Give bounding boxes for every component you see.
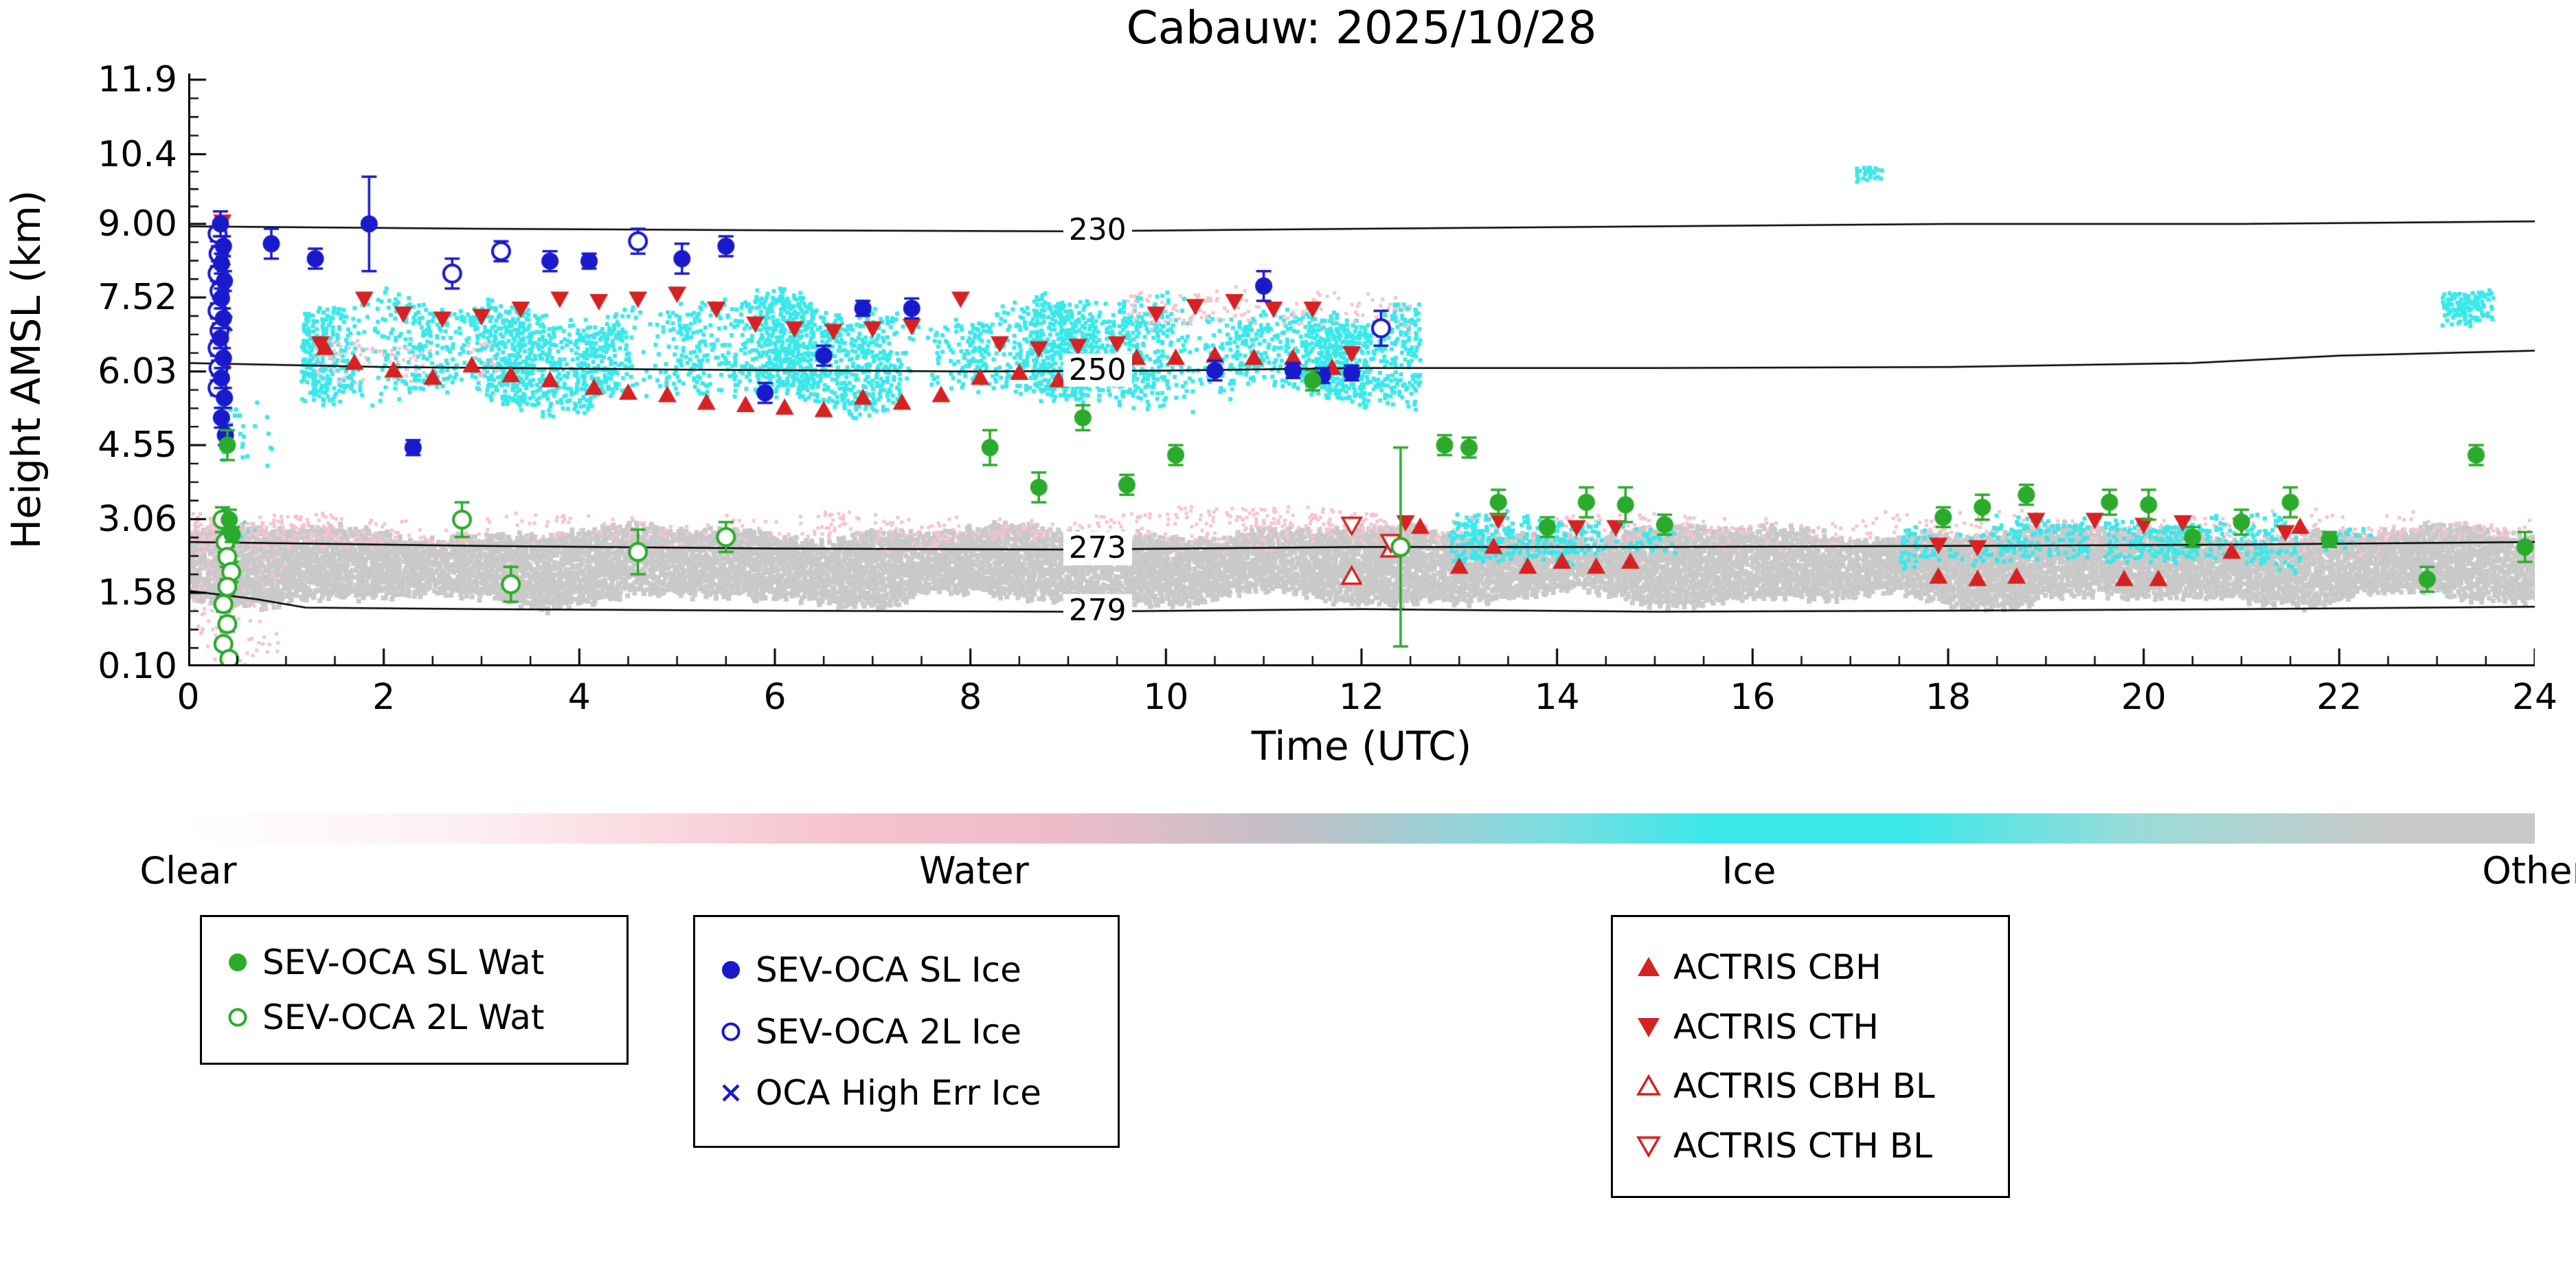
legend-item-2l-wat: SEV-OCA 2L Wat [223, 997, 606, 1037]
colorbar-label-water: Water [919, 849, 1029, 892]
y-tick-label: 1.58 [98, 572, 177, 613]
legend-label: SEV-OCA SL Ice [756, 949, 1021, 990]
legend-box-actris: ACTRIS CBH ACTRIS CTH ACTRIS CBH BL ACTR… [1611, 915, 2010, 1198]
legend-label: OCA High Err Ice [756, 1073, 1041, 1114]
x-tick-label: 16 [1730, 677, 1776, 718]
triangle-down-icon [1634, 1012, 1664, 1042]
x-tick-label: 18 [1925, 677, 1971, 718]
legend-item-cbh: ACTRIS CBH [1634, 947, 1987, 987]
x-tick-label: 24 [2511, 677, 2558, 718]
x-marker-icon [716, 1078, 746, 1108]
x-tick-label: 10 [1143, 677, 1189, 718]
x-tick-label: 8 [959, 677, 982, 718]
contour-label-279: 279 [1063, 594, 1132, 628]
legend-label: SEV-OCA 2L Wat [262, 997, 545, 1037]
triangle-up-icon [1634, 952, 1664, 982]
plot-area [188, 74, 2535, 666]
legend-item-cth-bl: ACTRIS CTH BL [1634, 1126, 1987, 1166]
x-axis-label: Time (UTC) [1251, 723, 1472, 769]
legend-item-high-err-ice: OCA High Err Ice [716, 1073, 1097, 1113]
legend-box-water: SEV-OCA SL Wat SEV-OCA 2L Wat [200, 915, 629, 1065]
triangle-down-open-icon [1634, 1131, 1664, 1161]
legend-label: ACTRIS CBH BL [1673, 1066, 1935, 1107]
colorbar-gradient [188, 813, 2535, 844]
contour-label-273: 273 [1063, 531, 1132, 565]
y-tick-label: 10.4 [98, 133, 177, 175]
contour-label-250: 250 [1063, 353, 1132, 387]
x-tick-label: 14 [1534, 677, 1580, 718]
legend-label: ACTRIS CTH BL [1673, 1125, 1933, 1166]
legend-label: ACTRIS CBH [1673, 947, 1882, 988]
filled-circle-icon [223, 947, 253, 978]
y-tick-label: 11.9 [98, 59, 177, 100]
x-tick-label: 4 [567, 677, 591, 718]
x-tick-label: 0 [177, 677, 200, 718]
x-tick-label: 6 [763, 677, 787, 718]
legend-item-sl-wat: SEV-OCA SL Wat [223, 942, 606, 982]
open-circle-icon [716, 1017, 746, 1047]
y-tick-label: 9.00 [98, 203, 177, 245]
legend-item-cth: ACTRIS CTH [1634, 1007, 1987, 1047]
legend-item-cbh-bl: ACTRIS CBH BL [1634, 1066, 1987, 1106]
triangle-up-open-icon [1634, 1071, 1664, 1101]
legend-box-ice: SEV-OCA SL Ice SEV-OCA 2L Ice OCA High E… [693, 915, 1120, 1148]
colorbar-label-ice: Ice [1721, 849, 1776, 892]
y-tick-label: 3.06 [98, 498, 177, 540]
open-circle-icon [223, 1002, 253, 1032]
y-tick-label: 6.03 [98, 350, 177, 392]
y-tick-label: 0.10 [98, 646, 177, 687]
filled-circle-icon [716, 955, 746, 985]
x-tick-label: 12 [1338, 677, 1385, 718]
x-tick-label: 20 [2121, 677, 2167, 718]
colorbar-label-other: Other [2482, 849, 2576, 892]
contour-label-230: 230 [1063, 213, 1132, 247]
x-tick-label: 2 [372, 677, 396, 718]
y-tick-label: 7.52 [98, 276, 177, 318]
legend-item-2l-ice: SEV-OCA 2L Ice [716, 1012, 1097, 1052]
x-tick-label: 22 [2316, 677, 2362, 718]
legend-label: SEV-OCA 2L Ice [756, 1011, 1021, 1052]
chart-title: Cabauw: 2025/10/28 [1126, 1, 1597, 54]
legend-item-sl-ice: SEV-OCA SL Ice [716, 950, 1097, 990]
y-tick-label: 4.55 [98, 424, 177, 466]
legend-label: SEV-OCA SL Wat [262, 942, 545, 983]
colorbar-label-clear: Clear [139, 849, 237, 892]
legend-label: ACTRIS CTH [1673, 1006, 1879, 1047]
